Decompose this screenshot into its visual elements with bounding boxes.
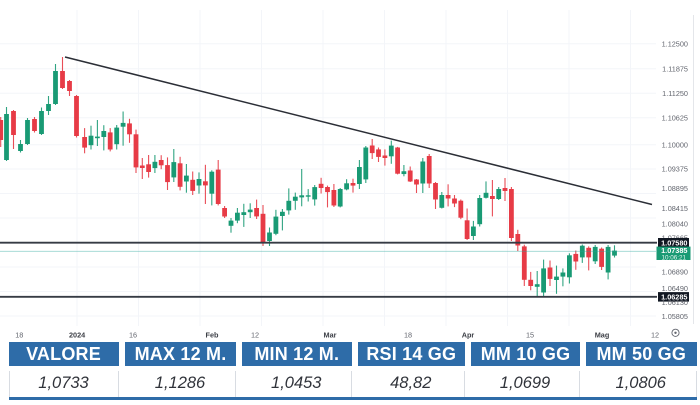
svg-text:12: 12 [251,330,259,339]
svg-text:1.08040: 1.08040 [662,219,688,228]
svg-text:Apr: Apr [462,330,475,339]
svg-text:1.06890: 1.06890 [662,268,688,277]
svg-text:1.10625: 1.10625 [662,113,688,122]
svg-text:1.07580: 1.07580 [661,238,687,247]
svg-text:18: 18 [404,330,412,339]
svg-text:Mar: Mar [324,330,337,339]
svg-text:Feb: Feb [206,330,220,339]
svg-text:1.07385: 1.07385 [661,246,687,255]
svg-text:1.12500: 1.12500 [662,39,688,48]
svg-text:1.06285: 1.06285 [661,292,687,301]
svg-text:16: 16 [129,330,137,339]
svg-text:1.10000: 1.10000 [662,140,688,149]
svg-text:1.06490: 1.06490 [662,284,688,293]
svg-text:15: 15 [526,330,534,339]
svg-text:10:06:21: 10:06:21 [661,254,686,261]
svg-text:1.08415: 1.08415 [662,204,688,213]
svg-text:1.11875: 1.11875 [662,64,688,73]
svg-text:1.05805: 1.05805 [662,312,688,321]
svg-text:1.11250: 1.11250 [662,89,688,98]
svg-text:Mag: Mag [595,330,610,339]
svg-text:12: 12 [651,330,659,339]
svg-text:1.09375: 1.09375 [662,165,688,174]
svg-text:2024: 2024 [69,330,86,339]
svg-text:1.08895: 1.08895 [662,184,688,193]
svg-text:18: 18 [15,330,23,339]
svg-text:1.06130: 1.06130 [662,298,688,307]
